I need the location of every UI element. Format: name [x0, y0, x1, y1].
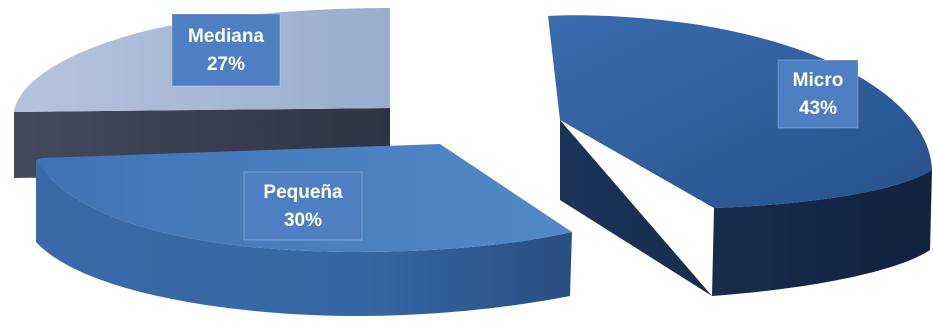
slice-pequena-side [36, 160, 572, 316]
label-pequena-name: Pequeña [263, 182, 343, 203]
label-micro-name: Micro [793, 70, 844, 91]
slice-micro [548, 15, 932, 296]
label-pequena-box [243, 171, 363, 241]
label-micro-value: 43% [799, 98, 837, 119]
slice-micro-side [560, 120, 932, 296]
label-micro: Micro 43% [777, 59, 859, 129]
label-pequena: Pequeña 30% [243, 171, 363, 241]
label-mediana-box [171, 13, 281, 87]
slice-micro-top [548, 15, 932, 208]
label-mediana: Mediana 27% [171, 13, 281, 87]
label-micro-box [777, 59, 859, 129]
label-pequena-value: 30% [284, 210, 322, 231]
label-mediana-name: Mediana [188, 26, 264, 47]
label-mediana-value: 27% [207, 54, 245, 75]
